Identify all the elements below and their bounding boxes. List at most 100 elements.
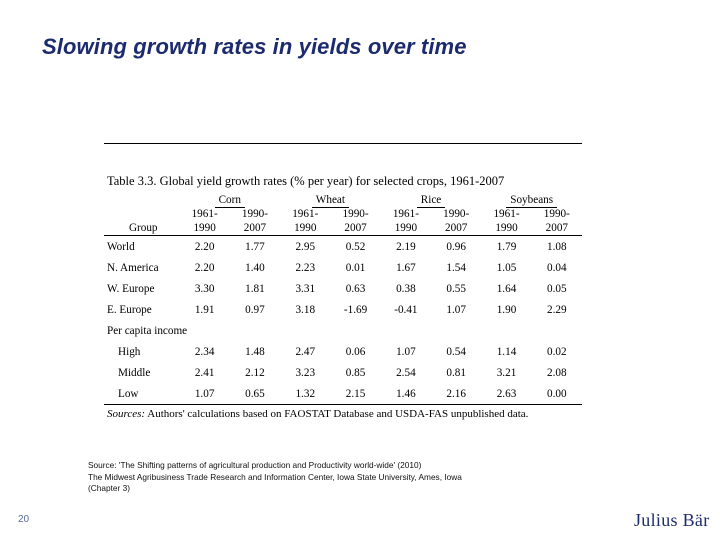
crop-header: Corn [179, 194, 280, 208]
sources-text: Authors' calculations based on FAOSTAT D… [147, 408, 529, 420]
crop-header-label: Soybeans [506, 194, 558, 208]
table-cell: 2.29 [547, 303, 567, 316]
group-header: Group [128, 222, 158, 234]
table-row: Low 1.07 0.65 1.32 2.15 1.46 2.16 2.63 0.00 [104, 383, 582, 405]
table-row: N. America 2.20 1.40 2.23 0.01 1.67 1.54 1.05 0.… [104, 257, 582, 278]
crop-header-label: Corn [214, 194, 245, 208]
table-cell: 0.97 [245, 303, 265, 316]
source-note-line: The Midwest Agribusiness Trade Research … [88, 471, 462, 482]
crop-header-row: Corn Wheat Rice Soybeans [104, 194, 582, 208]
table-cell: 3.21 [496, 366, 517, 379]
table-cell: 0.00 [547, 387, 567, 400]
yield-table-figure: Table 3.3. Global yield growth rates (% … [104, 143, 582, 420]
table-row: E. Europe 1.91 0.97 3.18 -1.69 -0.41 1.07 1.90 2… [104, 299, 582, 320]
table-cell: 1.40 [245, 261, 265, 274]
crop-header-label: Rice [416, 194, 446, 208]
yield-growth-table: Corn Wheat Rice Soybeans 1961- 1990- 1961-… [104, 194, 582, 405]
table-top-rule [104, 143, 582, 144]
table-cell: 2.19 [396, 240, 416, 253]
table-cell: 2.20 [194, 261, 215, 274]
table-cell: 0.04 [547, 261, 567, 274]
table-cell: 3.23 [295, 366, 316, 379]
table-cell: 2.54 [396, 366, 416, 379]
table-cell: 1.67 [396, 261, 416, 274]
crop-header: Rice [381, 194, 482, 208]
table-cell: 1.48 [245, 345, 265, 358]
table-caption-label: Table 3.3. [107, 174, 157, 188]
period-start-header: 1990- [342, 208, 369, 220]
period-start-header: 1990- [543, 208, 570, 220]
table-cell: 0.63 [345, 282, 366, 295]
period-header-row-1: 1961- 1990- 1961- 1990- 1961- 1990- 1961- 1990- [104, 208, 582, 221]
table-caption: Table 3.3. Global yield growth rates (% … [107, 174, 582, 188]
table-cell: 1.14 [496, 345, 517, 358]
table-body: World 2.20 1.77 2.95 0.52 2.19 0.96 1.79 1.08 N. … [104, 236, 582, 405]
slide-title: Slowing growth rates in yields over time [42, 34, 467, 59]
row-label: W. Europe [107, 282, 155, 295]
table-cell: 1.77 [245, 240, 265, 253]
crop-header-label: Wheat [311, 194, 349, 208]
period-end-header: 1990 [394, 222, 418, 234]
period-end-header: 1990 [193, 222, 216, 234]
period-end-header: 1990 [495, 222, 518, 234]
period-header-row-2: Group 1990 2007 1990 2007 1990 2007 1990 2007 [104, 221, 582, 236]
period-end-header: 2007 [445, 222, 468, 234]
table-row: World 2.20 1.77 2.95 0.52 2.19 0.96 1.79 1.08 [104, 236, 582, 258]
table-cell: 3.30 [194, 282, 215, 295]
period-start-header: 1961- [191, 208, 218, 220]
row-label: Middle [118, 366, 151, 379]
crop-header: Soybeans [481, 194, 582, 208]
table-caption-text: Global yield growth rates (% per year) f… [159, 174, 505, 188]
table-row: Middle 2.41 2.12 3.23 0.85 2.54 0.81 3.21 2.08 [104, 362, 582, 383]
table-row: W. Europe 3.30 1.81 3.31 0.63 0.38 0.55 1.64 0.0… [104, 278, 582, 299]
table-cell: 0.81 [446, 366, 466, 379]
table-cell: 2.08 [547, 366, 567, 379]
table-cell: 2.16 [446, 387, 466, 400]
source-note-line: (Chapter 3) [88, 483, 130, 493]
period-start-header: 1990- [443, 208, 470, 220]
table-cell: 1.32 [295, 387, 316, 400]
table-cell: 0.54 [446, 345, 466, 358]
table-cell: -1.69 [343, 303, 368, 316]
table-cell: 2.63 [496, 387, 517, 400]
table-cell: 2.41 [194, 366, 215, 379]
table-cell: 1.07 [194, 387, 215, 400]
table-cell: 2.12 [245, 366, 265, 379]
table-cell: 1.08 [547, 240, 567, 253]
table-cell: 0.06 [345, 345, 366, 358]
table-cell: 0.85 [345, 366, 366, 379]
table-cell: 0.01 [345, 261, 366, 274]
table-cell: 3.18 [295, 303, 316, 316]
section-row: Per capita income [104, 320, 582, 341]
table-cell: 0.55 [446, 282, 466, 295]
table-cell: 1.90 [496, 303, 517, 316]
row-label: N. America [107, 261, 159, 274]
table-row: High 2.34 1.48 2.47 0.06 1.07 0.54 1.14 0.02 [104, 341, 582, 362]
table-cell: 2.34 [194, 345, 215, 358]
period-start-header: 1961- [493, 208, 520, 220]
table-cell: 1.07 [396, 345, 416, 358]
crop-header: Wheat [280, 194, 381, 208]
sources-label: Sources: [107, 408, 146, 420]
table-cell: 2.95 [295, 240, 316, 253]
table-cell: 0.96 [446, 240, 466, 253]
table-cell: 0.65 [245, 387, 265, 400]
table-cell: 0.05 [547, 282, 567, 295]
table-sources: Sources: Authors' calculations based on … [107, 408, 582, 420]
period-start-header: 1961- [292, 208, 319, 220]
table-cell: 2.20 [194, 240, 215, 253]
table-cell: -0.41 [394, 303, 418, 316]
period-start-header: 1990- [241, 208, 268, 220]
period-end-header: 2007 [545, 222, 569, 234]
period-start-header: 1961- [392, 208, 419, 220]
table-cell: 1.79 [496, 240, 517, 253]
table-cell: 1.05 [496, 261, 517, 274]
table-cell: 2.47 [295, 345, 316, 358]
page-number: 20 [18, 514, 30, 525]
row-label: E. Europe [107, 303, 152, 316]
table-cell: 0.02 [547, 345, 567, 358]
table-cell: 0.52 [345, 240, 366, 253]
row-label: World [107, 240, 135, 253]
table-cell: 1.64 [496, 282, 517, 295]
table-cell: 1.07 [446, 303, 466, 316]
